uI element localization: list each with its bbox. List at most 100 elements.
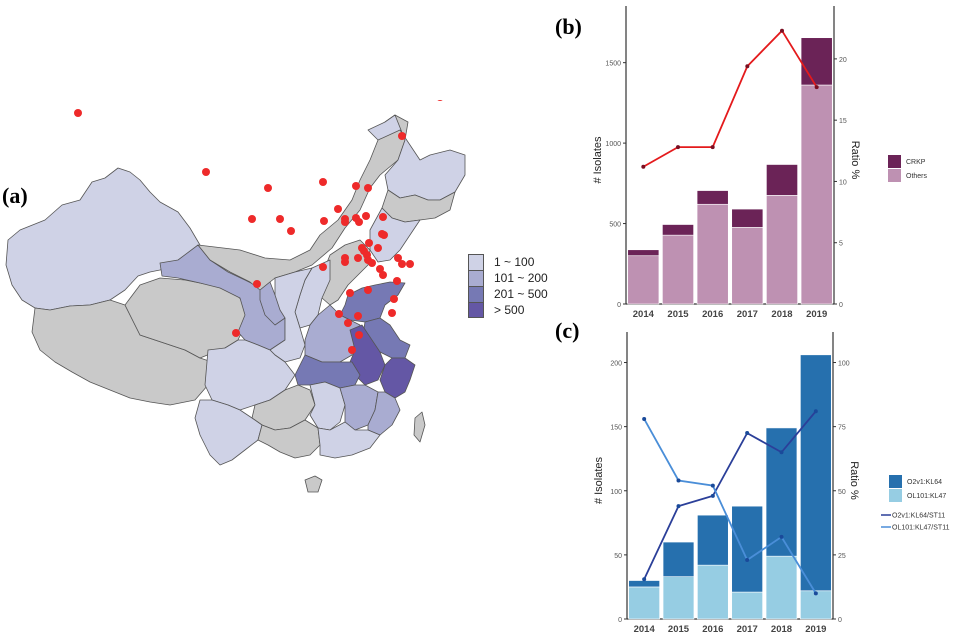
region-taiwan <box>413 411 426 443</box>
bar-others <box>696 203 729 305</box>
line-ol101-kl47-st11 <box>643 418 817 594</box>
panel-label-a: (a) <box>2 183 28 208</box>
bar-ol101-kl47 <box>662 576 695 620</box>
isolate-points <box>74 100 443 354</box>
isolate-point <box>344 319 352 327</box>
y2-tick-label: 25 <box>838 553 846 560</box>
bar-ol101-kl47 <box>697 564 729 620</box>
legend-swatch <box>468 254 484 270</box>
line-point <box>779 534 784 539</box>
bar-ol101-kl47 <box>800 590 832 620</box>
y2-tick-label: 50 <box>838 489 846 496</box>
isolate-point <box>376 265 384 273</box>
bar-o2v1-kl64 <box>628 580 660 588</box>
isolate-point <box>393 277 401 285</box>
x-tick-label: 2016 <box>702 624 723 635</box>
bar-o2v1-kl64 <box>800 354 832 592</box>
line-point <box>745 431 750 436</box>
x-tick-label: 2018 <box>771 624 792 635</box>
line-ratio <box>642 29 818 168</box>
isolate-point <box>354 312 362 320</box>
bar-ol101-kl47 <box>731 591 763 620</box>
y2-tick-label: 5 <box>839 241 843 248</box>
y-axis-title: # Isolates <box>593 456 605 504</box>
isolate-point <box>374 244 382 252</box>
line-point <box>710 483 715 488</box>
legend-label: O2v1:KL64 <box>907 479 942 486</box>
y-tick-label: 0 <box>617 302 621 309</box>
isolate-point <box>202 168 210 176</box>
isolate-point <box>335 310 343 318</box>
x-tick-label: 2015 <box>668 624 690 635</box>
x-tick-label: 2017 <box>737 309 758 320</box>
isolate-point <box>379 271 387 279</box>
isolate-point <box>319 263 327 271</box>
bar-crkp <box>731 208 764 228</box>
bar-ol101-kl47 <box>765 555 798 620</box>
y2-tick-label: 20 <box>839 57 847 64</box>
isolate-point <box>355 218 363 226</box>
isolate-point <box>320 217 328 225</box>
legend-swatch <box>888 155 901 168</box>
isolate-point <box>74 109 82 117</box>
isolate-point <box>276 215 284 223</box>
line-point <box>813 409 818 414</box>
x-tick-label: 2019 <box>806 309 827 320</box>
isolate-point <box>319 178 327 186</box>
region-yunnan <box>194 399 263 466</box>
x-tick-label: 2016 <box>702 309 723 320</box>
legend-label: Others <box>906 173 928 180</box>
legend-label: O2v1:KL64/ST11 <box>892 513 945 520</box>
line-point <box>710 493 715 498</box>
bar-o2v1-kl64 <box>765 427 798 557</box>
isolate-point <box>364 286 372 294</box>
legend-label: OL101:KL47 <box>907 493 946 500</box>
legend-item: 201 ~ 500 <box>468 286 548 302</box>
x-tick-label: 2014 <box>633 309 655 320</box>
x-tick-label: 2018 <box>771 309 792 320</box>
y2-tick-label: 100 <box>838 361 850 368</box>
y-axis-title: # Isolates <box>592 136 604 184</box>
y2-axis-title: Ratio % <box>849 141 861 180</box>
y2-tick-label: 10 <box>839 179 847 186</box>
isolate-point <box>398 260 406 268</box>
legend-swatch <box>468 286 484 302</box>
y-tick-label: 0 <box>618 617 622 624</box>
region-guangxi <box>257 419 321 459</box>
legend-swatch <box>889 489 902 502</box>
panel-label-c: (c) <box>555 318 580 343</box>
china-map <box>5 100 466 493</box>
bar-o2v1-kl64 <box>697 514 729 566</box>
y-tick-label: 1500 <box>605 61 621 68</box>
map-legend: 1 ~ 100 101 ~ 200 201 ~ 500 > 500 <box>468 254 548 318</box>
region-fujian <box>367 391 401 436</box>
line-point <box>814 85 819 90</box>
line-point <box>745 64 750 69</box>
legend-swatch <box>889 475 902 488</box>
y2-tick-label: 15 <box>839 118 847 125</box>
y-tick-label: 150 <box>610 425 622 432</box>
isolate-point <box>365 239 373 247</box>
region-hubei <box>294 354 361 389</box>
legend-swatch <box>468 302 484 318</box>
legend-label: 1 ~ 100 <box>494 255 535 269</box>
legend-swatch <box>888 169 901 182</box>
region-shaanxi <box>269 267 313 363</box>
bar-others <box>731 227 764 305</box>
bar-others <box>800 84 833 305</box>
isolate-point <box>287 227 295 235</box>
y-tick-label: 1000 <box>605 141 621 148</box>
y-tick-label: 100 <box>610 489 622 496</box>
bar-o2v1-kl64 <box>662 541 695 577</box>
isolate-point <box>264 184 272 192</box>
isolate-point <box>362 212 370 220</box>
legend-item: 101 ~ 200 <box>468 270 548 286</box>
y-tick-label: 200 <box>610 361 622 368</box>
line-point <box>780 28 784 33</box>
legend-label: OL101:KL47/ST11 <box>892 525 950 532</box>
isolate-point <box>379 213 387 221</box>
isolate-point <box>253 280 261 288</box>
isolate-point <box>380 231 388 239</box>
isolate-point <box>232 329 240 337</box>
region-guangdong <box>317 421 381 459</box>
